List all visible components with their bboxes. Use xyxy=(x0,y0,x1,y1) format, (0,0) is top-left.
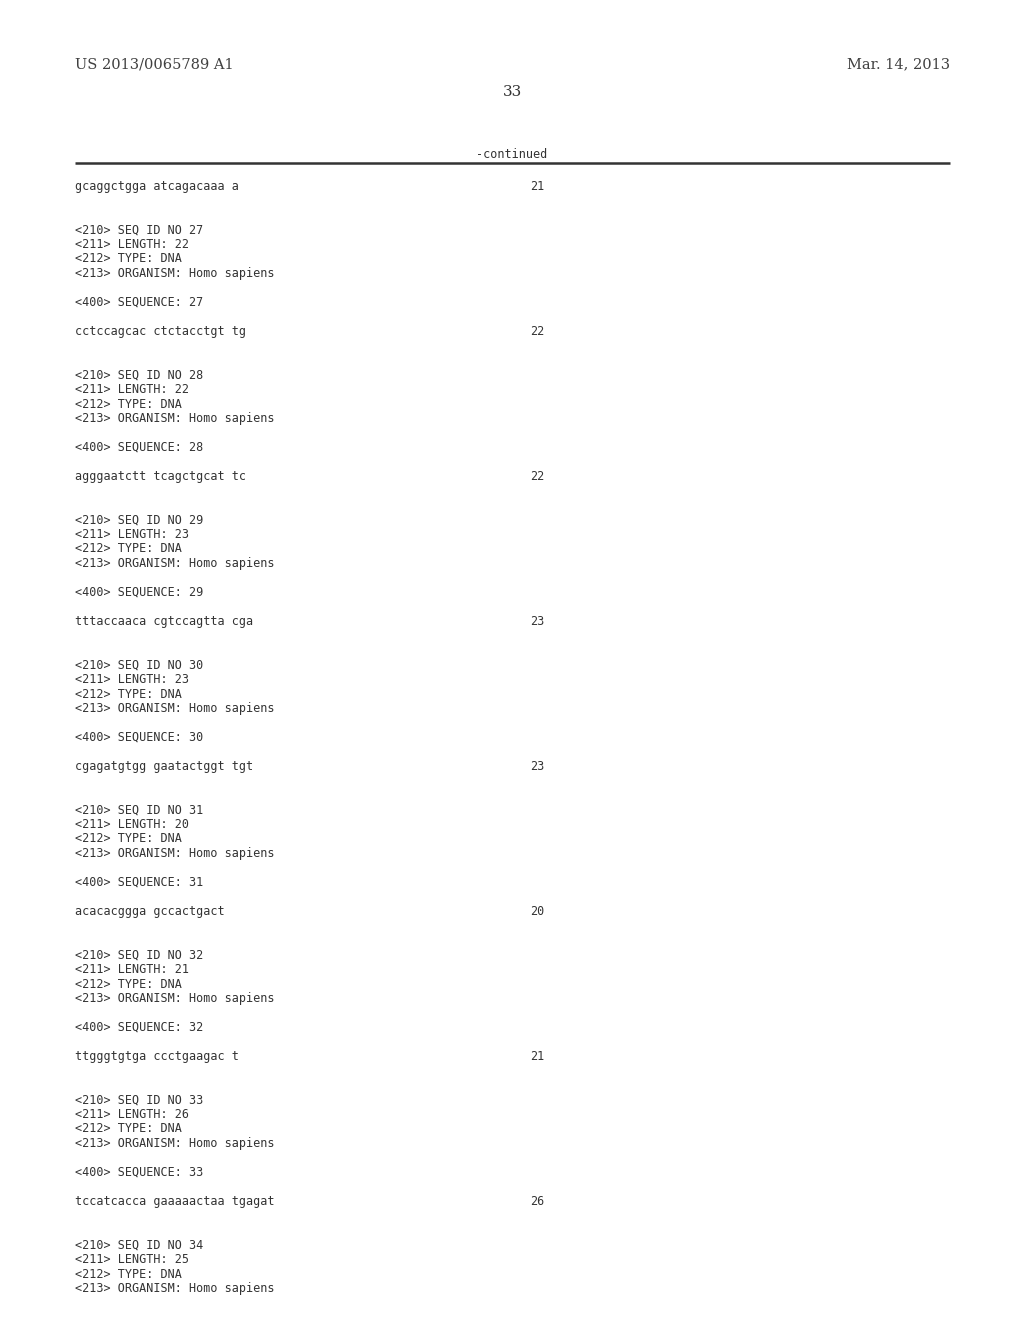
Text: <212> TYPE: DNA: <212> TYPE: DNA xyxy=(75,397,182,411)
Text: 22: 22 xyxy=(530,325,544,338)
Text: <210> SEQ ID NO 29: <210> SEQ ID NO 29 xyxy=(75,513,203,527)
Text: cgagatgtgg gaatactggt tgt: cgagatgtgg gaatactggt tgt xyxy=(75,760,253,774)
Text: <212> TYPE: DNA: <212> TYPE: DNA xyxy=(75,252,182,265)
Text: <212> TYPE: DNA: <212> TYPE: DNA xyxy=(75,1267,182,1280)
Text: tttaccaaca cgtccagtta cga: tttaccaaca cgtccagtta cga xyxy=(75,615,253,628)
Text: <212> TYPE: DNA: <212> TYPE: DNA xyxy=(75,1122,182,1135)
Text: <213> ORGANISM: Homo sapiens: <213> ORGANISM: Homo sapiens xyxy=(75,1137,274,1150)
Text: <212> TYPE: DNA: <212> TYPE: DNA xyxy=(75,978,182,990)
Text: <212> TYPE: DNA: <212> TYPE: DNA xyxy=(75,833,182,846)
Text: gcaggctgga atcagacaaa a: gcaggctgga atcagacaaa a xyxy=(75,180,239,193)
Text: <400> SEQUENCE: 32: <400> SEQUENCE: 32 xyxy=(75,1020,203,1034)
Text: <210> SEQ ID NO 32: <210> SEQ ID NO 32 xyxy=(75,949,203,961)
Text: <213> ORGANISM: Homo sapiens: <213> ORGANISM: Homo sapiens xyxy=(75,412,274,425)
Text: 20: 20 xyxy=(530,906,544,917)
Text: <210> SEQ ID NO 31: <210> SEQ ID NO 31 xyxy=(75,804,203,817)
Text: <210> SEQ ID NO 28: <210> SEQ ID NO 28 xyxy=(75,368,203,381)
Text: 33: 33 xyxy=(503,84,521,99)
Text: tccatcacca gaaaaactaa tgagat: tccatcacca gaaaaactaa tgagat xyxy=(75,1195,274,1208)
Text: <211> LENGTH: 25: <211> LENGTH: 25 xyxy=(75,1253,189,1266)
Text: <211> LENGTH: 23: <211> LENGTH: 23 xyxy=(75,528,189,541)
Text: ttgggtgtga ccctgaagac t: ttgggtgtga ccctgaagac t xyxy=(75,1049,239,1063)
Text: <213> ORGANISM: Homo sapiens: <213> ORGANISM: Homo sapiens xyxy=(75,267,274,280)
Text: <210> SEQ ID NO 27: <210> SEQ ID NO 27 xyxy=(75,223,203,236)
Text: Mar. 14, 2013: Mar. 14, 2013 xyxy=(847,57,950,71)
Text: <213> ORGANISM: Homo sapiens: <213> ORGANISM: Homo sapiens xyxy=(75,847,274,861)
Text: 22: 22 xyxy=(530,470,544,483)
Text: <211> LENGTH: 20: <211> LENGTH: 20 xyxy=(75,818,189,832)
Text: 26: 26 xyxy=(530,1195,544,1208)
Text: <210> SEQ ID NO 30: <210> SEQ ID NO 30 xyxy=(75,659,203,672)
Text: <400> SEQUENCE: 29: <400> SEQUENCE: 29 xyxy=(75,586,203,599)
Text: <210> SEQ ID NO 34: <210> SEQ ID NO 34 xyxy=(75,1238,203,1251)
Text: <212> TYPE: DNA: <212> TYPE: DNA xyxy=(75,688,182,701)
Text: <211> LENGTH: 22: <211> LENGTH: 22 xyxy=(75,383,189,396)
Text: acacacggga gccactgact: acacacggga gccactgact xyxy=(75,906,224,917)
Text: <211> LENGTH: 22: <211> LENGTH: 22 xyxy=(75,238,189,251)
Text: <400> SEQUENCE: 31: <400> SEQUENCE: 31 xyxy=(75,876,203,888)
Text: 21: 21 xyxy=(530,1049,544,1063)
Text: <213> ORGANISM: Homo sapiens: <213> ORGANISM: Homo sapiens xyxy=(75,702,274,715)
Text: <210> SEQ ID NO 33: <210> SEQ ID NO 33 xyxy=(75,1093,203,1106)
Text: <211> LENGTH: 23: <211> LENGTH: 23 xyxy=(75,673,189,686)
Text: cctccagcac ctctacctgt tg: cctccagcac ctctacctgt tg xyxy=(75,325,246,338)
Text: <400> SEQUENCE: 28: <400> SEQUENCE: 28 xyxy=(75,441,203,454)
Text: <213> ORGANISM: Homo sapiens: <213> ORGANISM: Homo sapiens xyxy=(75,993,274,1005)
Text: <212> TYPE: DNA: <212> TYPE: DNA xyxy=(75,543,182,556)
Text: <400> SEQUENCE: 33: <400> SEQUENCE: 33 xyxy=(75,1166,203,1179)
Text: <211> LENGTH: 21: <211> LENGTH: 21 xyxy=(75,964,189,975)
Text: US 2013/0065789 A1: US 2013/0065789 A1 xyxy=(75,57,233,71)
Text: 23: 23 xyxy=(530,760,544,774)
Text: 21: 21 xyxy=(530,180,544,193)
Text: -continued: -continued xyxy=(476,148,548,161)
Text: 23: 23 xyxy=(530,615,544,628)
Text: <211> LENGTH: 26: <211> LENGTH: 26 xyxy=(75,1107,189,1121)
Text: agggaatctt tcagctgcat tc: agggaatctt tcagctgcat tc xyxy=(75,470,246,483)
Text: <400> SEQUENCE: 30: <400> SEQUENCE: 30 xyxy=(75,731,203,744)
Text: <213> ORGANISM: Homo sapiens: <213> ORGANISM: Homo sapiens xyxy=(75,1282,274,1295)
Text: <400> SEQUENCE: 27: <400> SEQUENCE: 27 xyxy=(75,296,203,309)
Text: <213> ORGANISM: Homo sapiens: <213> ORGANISM: Homo sapiens xyxy=(75,557,274,570)
